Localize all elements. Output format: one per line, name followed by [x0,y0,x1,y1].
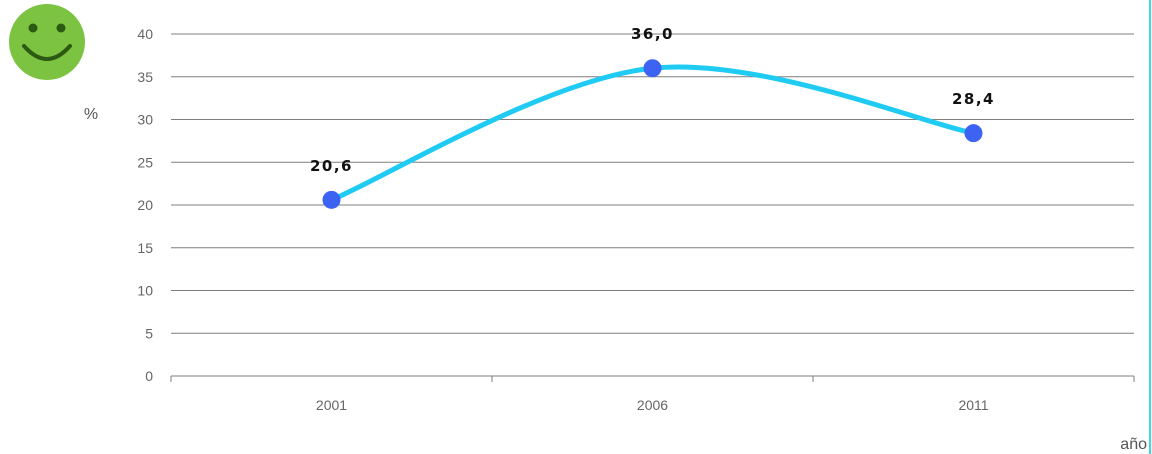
x-axis [170,375,1135,382]
x-tick-label: 2011 [958,397,988,413]
x-axis-title: año [1120,436,1147,453]
data-point [964,124,983,143]
data-markers [322,59,983,209]
data-point [643,59,662,78]
gridlines [171,33,1134,334]
x-tick-label: 2006 [637,397,668,413]
y-tick-label: 5 [145,325,153,341]
y-axis-ticks: 0 5 10 15 20 25 30 35 40 [137,26,153,384]
x-tick-label: 2001 [316,397,347,413]
y-tick-label: 40 [137,26,153,42]
data-point [322,190,341,209]
y-tick-label: 35 [137,69,153,85]
y-axis-title: % [84,106,98,123]
series-line [329,64,976,203]
y-tick-label: 30 [137,112,153,128]
right-edge-border [1149,0,1151,454]
y-tick-label: 25 [137,154,153,170]
data-labels: 20,6 36,0 28,4 [310,25,995,175]
smiley-face-icon [9,4,85,80]
y-tick-label: 10 [137,283,153,299]
y-tick-label: 15 [137,240,153,256]
y-tick-label: 20 [137,197,153,213]
y-tick-label: 0 [145,368,153,384]
x-axis-ticks: 2001 2006 2011 [316,397,989,413]
data-label: 20,6 [310,157,353,175]
data-label: 36,0 [631,25,674,43]
data-label: 28,4 [952,90,995,108]
